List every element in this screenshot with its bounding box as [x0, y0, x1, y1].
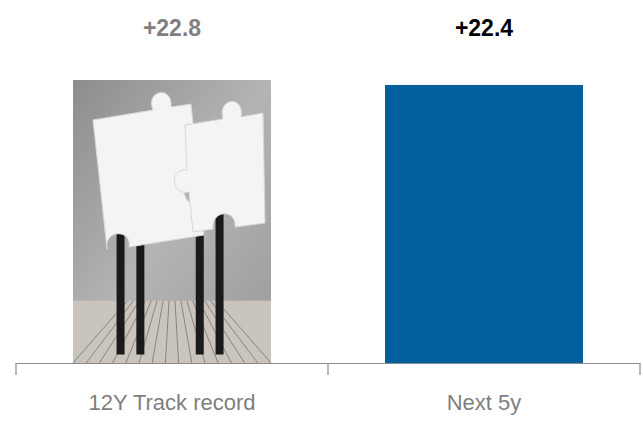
chart-container: +22.8 12Y Track record +22.4 Next 5y	[0, 0, 643, 421]
figure-leg	[216, 207, 224, 354]
category-label: Next 5y	[447, 390, 522, 415]
floor-line	[181, 301, 192, 363]
data-label: +22.4	[455, 15, 513, 41]
floor-line	[175, 301, 179, 363]
bars	[73, 80, 583, 363]
category-separator	[15, 363, 16, 375]
floor-line	[217, 301, 271, 363]
photo-decoration	[73, 93, 271, 363]
data-label: +22.8	[143, 15, 201, 41]
floor	[73, 301, 271, 363]
puzzle-piece	[174, 101, 265, 232]
chart: +22.8 12Y Track record +22.4 Next 5y	[0, 0, 643, 421]
bar	[73, 80, 271, 363]
category-separator	[639, 363, 640, 375]
floor-line	[165, 301, 169, 363]
bar	[385, 85, 583, 363]
floor-line	[86, 301, 133, 363]
category-label: 12Y Track record	[88, 390, 255, 415]
category-separator	[327, 363, 328, 375]
floor-line	[152, 301, 163, 363]
